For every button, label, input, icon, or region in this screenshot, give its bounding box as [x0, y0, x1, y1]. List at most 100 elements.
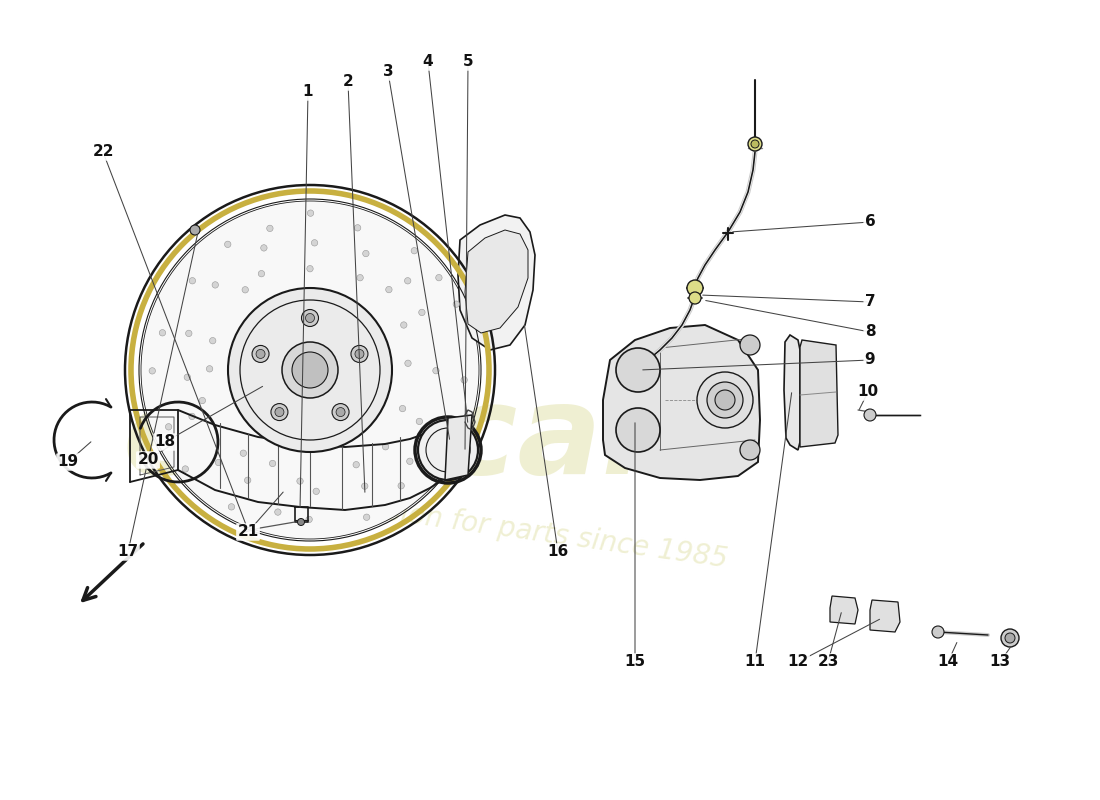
Circle shape: [292, 352, 328, 388]
Text: 9: 9: [865, 353, 876, 367]
Text: 22: 22: [92, 145, 113, 159]
Circle shape: [411, 247, 418, 254]
Circle shape: [416, 418, 422, 425]
Circle shape: [616, 348, 660, 392]
Circle shape: [297, 478, 304, 484]
Text: 6: 6: [865, 214, 876, 230]
Circle shape: [1001, 629, 1019, 647]
Text: a passion for parts since 1985: a passion for parts since 1985: [310, 487, 729, 573]
Circle shape: [697, 372, 754, 428]
Circle shape: [306, 314, 315, 322]
Polygon shape: [446, 415, 472, 480]
Circle shape: [228, 504, 234, 510]
Circle shape: [715, 390, 735, 410]
Circle shape: [400, 322, 407, 328]
Text: 8: 8: [865, 325, 876, 339]
Circle shape: [271, 403, 288, 421]
Circle shape: [740, 335, 760, 355]
Circle shape: [282, 342, 338, 398]
Circle shape: [184, 374, 190, 381]
Circle shape: [307, 210, 314, 216]
Circle shape: [383, 443, 388, 450]
Circle shape: [932, 626, 944, 638]
Text: 7: 7: [865, 294, 876, 310]
Circle shape: [240, 450, 246, 457]
Polygon shape: [784, 335, 800, 450]
Polygon shape: [603, 325, 760, 480]
Circle shape: [165, 424, 172, 430]
Text: 13: 13: [989, 654, 1011, 670]
Polygon shape: [870, 600, 900, 632]
Circle shape: [224, 241, 231, 247]
Circle shape: [275, 509, 282, 515]
Circle shape: [453, 301, 460, 307]
Circle shape: [207, 366, 212, 372]
Circle shape: [405, 360, 411, 366]
Text: 10: 10: [857, 385, 879, 399]
Text: 19: 19: [57, 454, 78, 470]
Circle shape: [216, 459, 222, 466]
Circle shape: [461, 377, 468, 383]
Circle shape: [186, 330, 192, 337]
Circle shape: [332, 403, 349, 421]
Text: 16: 16: [548, 545, 569, 559]
Text: 15: 15: [625, 654, 646, 670]
Circle shape: [244, 477, 251, 483]
Circle shape: [228, 288, 392, 452]
Circle shape: [689, 292, 701, 304]
Text: 17: 17: [118, 545, 139, 559]
Circle shape: [353, 462, 360, 468]
Circle shape: [436, 274, 442, 281]
Circle shape: [751, 140, 759, 148]
Circle shape: [183, 466, 188, 472]
Text: 2: 2: [342, 74, 353, 90]
Circle shape: [355, 350, 364, 358]
Circle shape: [311, 240, 318, 246]
Circle shape: [256, 350, 265, 358]
Text: 23: 23: [817, 654, 838, 670]
Circle shape: [258, 270, 265, 277]
Circle shape: [275, 407, 284, 417]
Circle shape: [270, 460, 276, 466]
Circle shape: [242, 286, 249, 293]
Text: 3: 3: [383, 65, 394, 79]
Circle shape: [419, 310, 425, 316]
Circle shape: [432, 367, 439, 374]
Circle shape: [266, 225, 273, 231]
Circle shape: [189, 278, 196, 284]
Text: 1: 1: [302, 85, 313, 99]
Circle shape: [351, 346, 369, 362]
Circle shape: [386, 286, 392, 293]
Circle shape: [189, 413, 195, 419]
Circle shape: [307, 266, 314, 272]
Circle shape: [306, 516, 312, 522]
Circle shape: [199, 398, 206, 404]
Text: 21: 21: [238, 525, 258, 539]
Circle shape: [407, 458, 412, 465]
Circle shape: [422, 457, 428, 463]
Circle shape: [362, 483, 369, 490]
Circle shape: [748, 137, 762, 151]
Polygon shape: [830, 596, 858, 624]
Circle shape: [141, 201, 478, 539]
Circle shape: [160, 330, 166, 336]
Text: 20: 20: [138, 453, 158, 467]
Polygon shape: [800, 340, 838, 447]
Text: 18: 18: [154, 434, 176, 450]
Circle shape: [616, 408, 660, 452]
Circle shape: [314, 488, 319, 494]
Text: 12: 12: [788, 654, 808, 670]
Circle shape: [363, 514, 370, 521]
Polygon shape: [465, 230, 528, 333]
Text: 14: 14: [937, 654, 958, 670]
Circle shape: [398, 482, 405, 489]
Circle shape: [707, 382, 743, 418]
Circle shape: [297, 518, 305, 526]
Circle shape: [356, 274, 363, 281]
Circle shape: [405, 278, 411, 284]
Circle shape: [864, 409, 876, 421]
Circle shape: [688, 280, 703, 296]
Polygon shape: [458, 215, 535, 350]
Text: 11: 11: [745, 654, 766, 670]
Circle shape: [418, 420, 478, 480]
